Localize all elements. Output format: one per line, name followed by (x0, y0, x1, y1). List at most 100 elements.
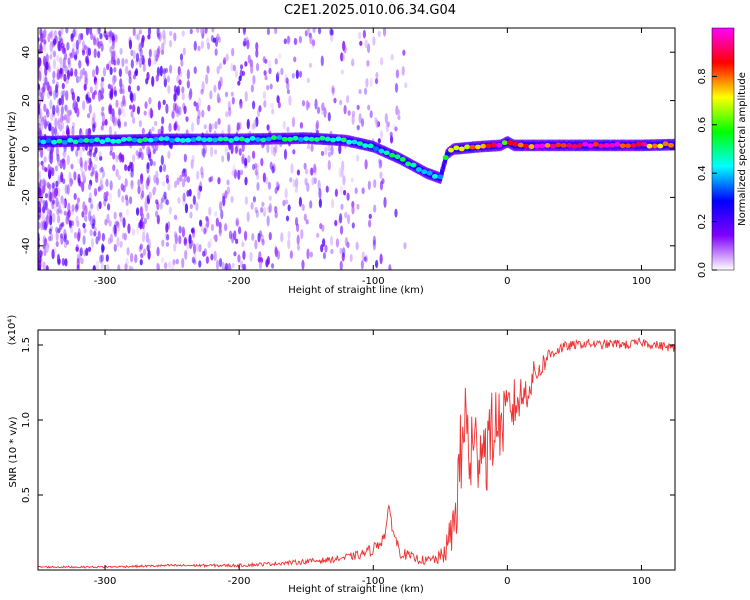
noise-speckle (111, 225, 116, 236)
noise-speckle (69, 177, 73, 187)
noise-speckle (181, 257, 185, 269)
noise-speckle (390, 54, 394, 61)
noise-speckle (41, 165, 45, 171)
ridge-peak (415, 167, 422, 172)
noise-speckle (306, 248, 310, 260)
noise-speckle (124, 263, 128, 270)
noise-speckle (117, 188, 121, 198)
ridge-peak (507, 140, 514, 146)
noise-speckle (266, 28, 271, 36)
noise-speckle (306, 182, 310, 192)
noise-speckle (54, 165, 59, 172)
noise-speckle (335, 238, 340, 248)
noise-speckle (139, 258, 143, 266)
noise-speckle (180, 59, 184, 67)
ridge-peak (303, 136, 310, 142)
noise-speckle (69, 225, 74, 234)
noise-speckle (88, 164, 92, 171)
ridge-peak (533, 143, 540, 149)
noise-speckle (213, 84, 217, 93)
noise-speckle (72, 28, 76, 38)
noise-speckle (56, 72, 60, 80)
noise-speckle (310, 143, 314, 152)
noise-speckle (343, 189, 347, 196)
noise-speckle (296, 244, 301, 251)
ridge-peak (399, 157, 406, 162)
noise-speckle (99, 180, 103, 192)
noise-speckle (214, 210, 218, 218)
noise-speckle (85, 28, 90, 36)
noise-speckle (141, 54, 145, 65)
noise-speckle (372, 239, 376, 251)
noise-speckle (183, 238, 187, 247)
noise-speckle (342, 247, 346, 258)
noise-speckle (119, 78, 123, 89)
noise-speckle (49, 153, 53, 165)
ridge-peak (587, 143, 594, 149)
noise-speckle (102, 67, 107, 77)
noise-speckle (93, 226, 97, 232)
ridge-peak (260, 137, 267, 143)
noise-speckle (89, 86, 93, 94)
noise-speckle (40, 160, 44, 166)
noise-speckle (135, 52, 140, 63)
noise-speckle (116, 226, 121, 232)
noise-speckle (274, 28, 278, 35)
noise-speckle (45, 61, 49, 71)
noise-speckle (79, 247, 83, 257)
noise-speckle (356, 154, 360, 162)
noise-speckle (307, 101, 311, 109)
noise-speckle (347, 110, 351, 116)
noise-speckle (363, 87, 368, 95)
noise-speckle (181, 86, 185, 94)
ridge-peak (244, 137, 251, 143)
ridge-peak (517, 142, 524, 148)
noise-speckle (38, 152, 41, 158)
noise-speckle (59, 57, 63, 64)
noise-speckle (49, 90, 53, 97)
noise-speckle (223, 57, 227, 65)
noise-speckle (268, 67, 272, 75)
ridge-peak (340, 137, 347, 143)
noise-speckle (64, 258, 68, 267)
noise-speckle (379, 159, 383, 167)
ridge-peak (249, 136, 256, 141)
noise-speckle (88, 104, 92, 115)
noise-speckle (394, 126, 398, 132)
ridge-peak (185, 137, 192, 143)
noise-speckle (106, 263, 110, 270)
noise-speckle (50, 46, 54, 55)
noise-speckle (117, 174, 121, 181)
y-tick-label: 40 (21, 46, 32, 59)
noise-speckle (94, 155, 98, 162)
noise-speckle (191, 122, 195, 133)
noise-speckle (272, 146, 277, 157)
noise-speckle (61, 45, 66, 55)
noise-speckle (354, 187, 358, 195)
noise-speckle (42, 177, 46, 185)
noise-speckle (85, 94, 89, 101)
noise-speckle (85, 247, 89, 256)
noise-speckle (317, 28, 322, 35)
noise-speckle (188, 91, 192, 101)
noise-speckle (40, 220, 44, 231)
spectrogram-y-ticks: -40 -20 0 20 40 (21, 46, 675, 254)
noise-speckle (84, 215, 88, 222)
noise-speckle (182, 198, 186, 207)
noise-speckle (274, 205, 278, 213)
noise-speckle (79, 69, 83, 79)
noise-speckle (101, 112, 106, 123)
noise-speckle (331, 85, 335, 94)
noise-speckle (280, 67, 284, 76)
noise-speckle (318, 198, 322, 208)
noise-speckle (226, 179, 230, 186)
noise-speckle (59, 67, 63, 75)
noise-speckle (220, 209, 224, 220)
noise-speckle (90, 203, 94, 210)
noise-speckle (343, 104, 347, 115)
noise-speckle (163, 191, 167, 200)
ridge-peak (431, 173, 438, 179)
noise-speckle (184, 249, 188, 261)
noise-speckle (216, 65, 220, 75)
noise-speckle (45, 214, 50, 226)
